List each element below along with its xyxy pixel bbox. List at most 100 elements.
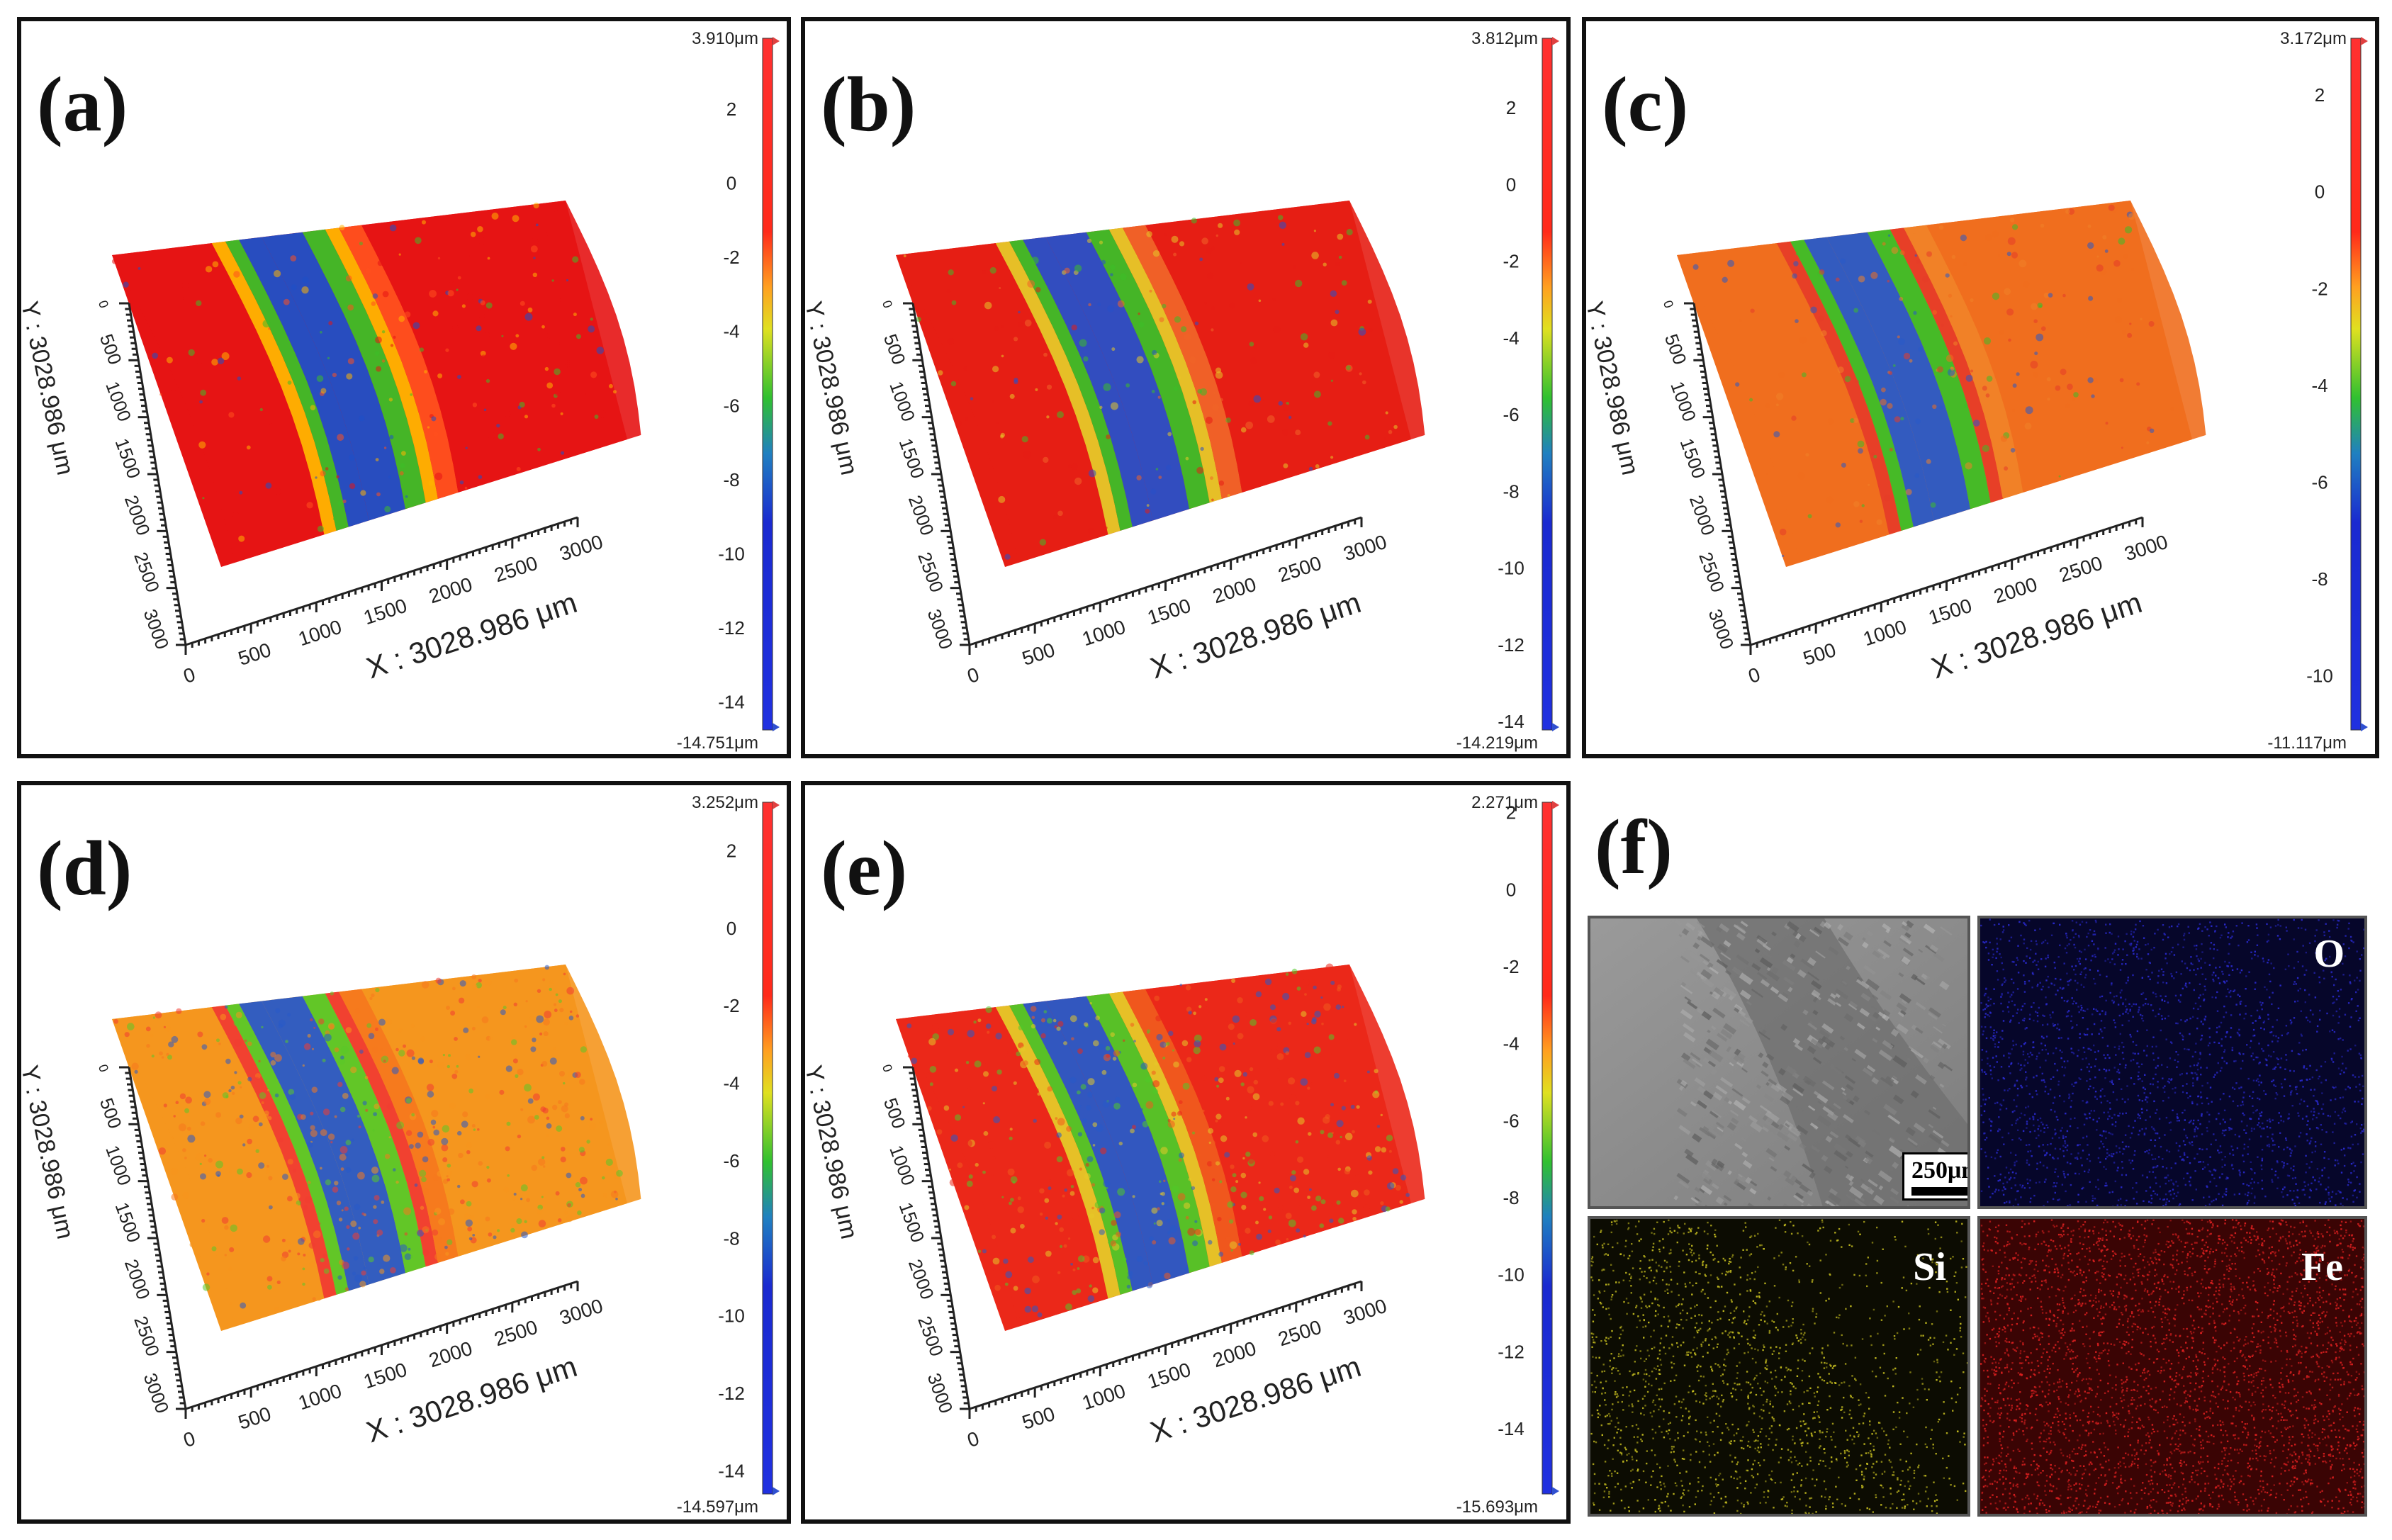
surface-speck <box>447 1064 450 1069</box>
eds-dot <box>2084 967 2087 969</box>
eds-dot <box>2127 1012 2129 1015</box>
eds-dot <box>2113 1019 2115 1021</box>
eds-dot <box>2283 1095 2286 1097</box>
eds-dot <box>2121 989 2123 991</box>
sem-particle <box>1807 1022 1818 1030</box>
surface-speck <box>1303 342 1309 348</box>
surface-speck <box>381 1201 385 1204</box>
eds-dot <box>2221 1057 2223 1059</box>
surface-band <box>1086 993 1210 1274</box>
eds-dot <box>2130 931 2133 933</box>
eds-dot <box>2306 1079 2308 1081</box>
eds-dot <box>2220 934 2223 936</box>
eds-dot <box>2314 1141 2317 1143</box>
eds-dot <box>1990 1156 1993 1158</box>
eds-dot <box>2206 1185 2208 1187</box>
surface-speck <box>2113 259 2121 267</box>
eds-dot <box>2261 1149 2264 1151</box>
eds-dot <box>2081 1164 2083 1167</box>
eds-dot <box>2093 1110 2096 1112</box>
surface-speck <box>1192 1240 1198 1247</box>
eds-dot <box>2235 1060 2237 1062</box>
surface-speck <box>481 1016 489 1023</box>
eds-dot <box>2029 1052 2032 1054</box>
eds-dot <box>2295 1183 2297 1185</box>
surface-speck <box>354 1274 362 1283</box>
surface-speck <box>1119 273 1127 281</box>
surface-band <box>1790 240 1914 531</box>
sem-particle <box>1731 1117 1739 1125</box>
eds-dot <box>2156 1193 2159 1196</box>
panel-label: (c) <box>1602 61 1689 147</box>
eds-dot <box>2130 943 2133 945</box>
eds-dot <box>2301 918 2303 921</box>
sem-particle <box>1682 1023 1695 1033</box>
sem-particle <box>1939 980 1950 991</box>
eds-dot <box>2074 1172 2077 1175</box>
eds-dot <box>2033 1019 2035 1022</box>
eds-dot <box>2119 969 2122 971</box>
eds-dot <box>2021 1005 2024 1007</box>
eds-dot <box>2182 1085 2184 1087</box>
x-tick-label: 1500 <box>1145 595 1194 629</box>
surface-speck <box>1063 1244 1067 1248</box>
sem-particle <box>1761 1070 1769 1077</box>
eds-dot <box>2090 1110 2092 1112</box>
eds-dot <box>2306 1163 2308 1165</box>
sem-particle <box>1848 1137 1861 1148</box>
eds-dot <box>2072 1092 2074 1095</box>
eds-dot <box>2250 951 2252 953</box>
eds-dot <box>2257 955 2259 957</box>
surface-speck <box>1149 289 1152 293</box>
eds-dot <box>2203 999 2205 1001</box>
surface-speck <box>1177 1111 1182 1116</box>
surface-speck <box>1159 1041 1167 1048</box>
surface-speck <box>1138 313 1140 315</box>
eds-dot <box>2020 1045 2023 1047</box>
eds-dot <box>2125 1005 2127 1008</box>
eds-dot <box>2066 1149 2068 1152</box>
surface-speck <box>569 1010 573 1013</box>
surface-speck <box>372 1129 375 1132</box>
eds-dot <box>2220 1038 2223 1040</box>
surface-speck <box>1067 1169 1074 1176</box>
surface-speck <box>225 1058 231 1064</box>
eds-dot <box>2164 957 2167 960</box>
sem-particle <box>1846 1193 1855 1201</box>
surface-speck <box>1304 1052 1311 1058</box>
eds-dot <box>2356 950 2358 952</box>
eds-dot <box>2157 1156 2160 1158</box>
eds-dot <box>2358 1076 2360 1078</box>
sem-particle <box>1937 1061 1945 1069</box>
surface-speck <box>558 1100 562 1104</box>
eds-dot <box>2360 1132 2362 1134</box>
eds-dot <box>2150 948 2152 951</box>
surface-speck <box>1352 1209 1357 1215</box>
eds-dot <box>2293 981 2296 983</box>
surface-speck <box>1337 1167 1341 1171</box>
eds-dot <box>2094 1065 2096 1067</box>
eds-dot <box>2181 960 2183 962</box>
y-tick-label: 2000 <box>904 493 938 539</box>
surface-speck <box>166 1162 169 1166</box>
sem-particle <box>1750 1121 1763 1132</box>
surface-speck <box>2169 407 2174 411</box>
surface-speck <box>1372 1091 1380 1098</box>
surface-speck <box>1127 1274 1133 1280</box>
surface-speck <box>467 1226 473 1232</box>
surface-speck <box>1154 1062 1158 1066</box>
eds-dot <box>2337 919 2339 922</box>
surface-speck <box>2000 435 2008 442</box>
eds-dot <box>2058 1137 2060 1139</box>
eds-dot <box>2303 1181 2306 1184</box>
surface-speck <box>1932 404 1937 409</box>
surface-speck <box>558 999 562 1004</box>
surface-speck <box>999 1266 1006 1273</box>
eds-dot <box>2057 1118 2059 1121</box>
eds-dot <box>2289 1094 2292 1096</box>
surface-speck <box>1315 464 1320 468</box>
eds-dot <box>2091 955 2094 957</box>
eds-dot <box>2168 1180 2170 1182</box>
surface-speck <box>1157 1207 1160 1210</box>
surface-speck <box>1079 1167 1082 1171</box>
